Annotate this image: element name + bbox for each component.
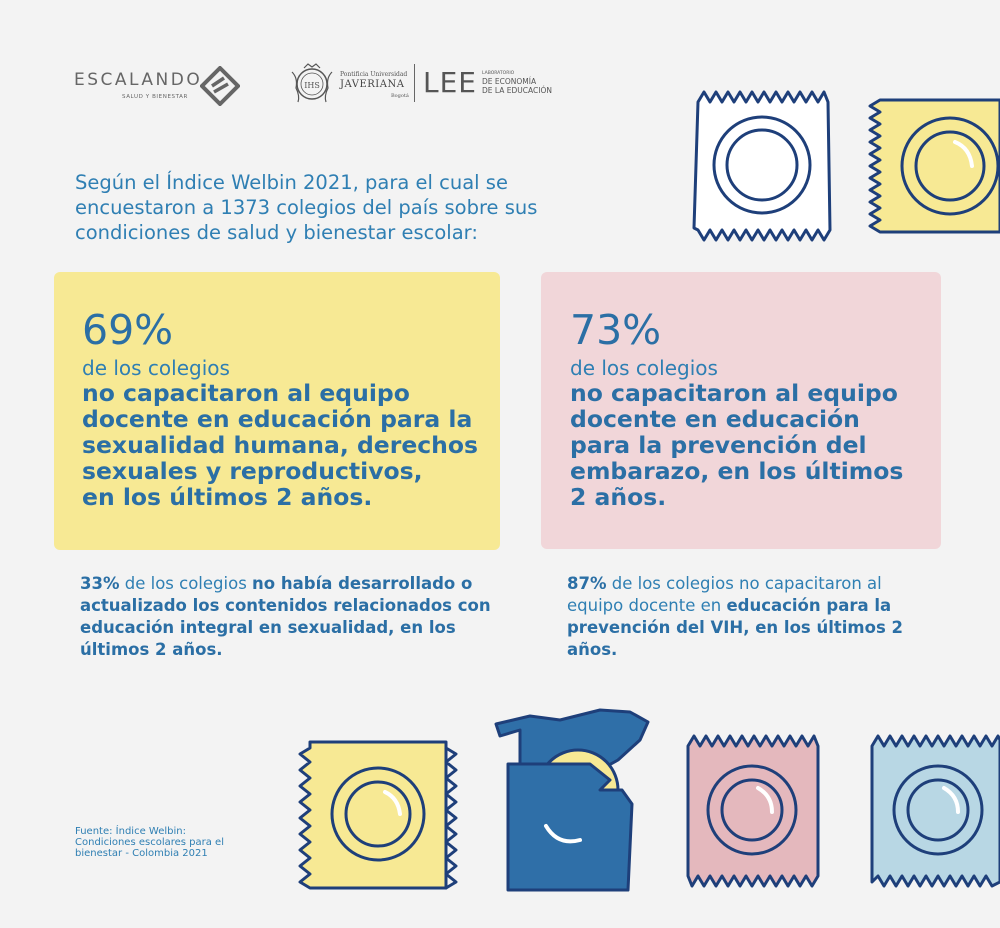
lee-line2: DE LA EDUCACIÓN [482,86,552,95]
condom-packet-open-blue-icon [494,708,650,892]
bogota-text: Bogotá [391,93,409,99]
intro-text: Según el Índice Welbin 2021, para el cua… [75,170,615,245]
note-text: de los colegios no capacitaron al equipo… [567,574,882,615]
condom-packet-pink-icon [686,734,820,888]
stat-lead: de los colegios [82,356,230,380]
stat-line: docente en educación [570,405,860,433]
intro-line: encuestaron a 1373 colegios del país sob… [75,196,538,219]
pontificia-text: Pontificia Universidad [340,71,408,78]
note-bold: no había desarrollado o actualizado los … [80,574,491,659]
source-note: Fuente: Índice Welbin: Condiciones escol… [75,826,265,859]
stat-line: 2 años. [570,483,667,511]
javeriana-lee-logo: IHS Pontificia Universidad JAVERIANA Bog… [288,62,568,106]
lee-lab-text: LABORATORIO [482,71,515,76]
intro-line: condiciones de salud y bienestar escolar… [75,221,478,244]
stat-card-73: 73% de los colegios no capacitaron al eq… [541,272,941,549]
seal-text: IHS [304,81,320,90]
stat-line: docente en educación para la [82,405,473,433]
logo-divider [414,64,415,102]
source-line: bienestar - Colombia 2021 [75,848,208,859]
note-33: 33% de los colegios no había desarrollad… [80,573,500,661]
stat-card-69: 69% de los colegios no capacitaron al eq… [54,272,500,550]
condom-packet-white-icon [692,90,832,242]
stat-percent: 73% [570,306,662,354]
condom-packet-yellow-icon [868,98,1000,234]
javeriana-seal-icon: IHS [291,63,333,103]
condom-packet-yellow-icon [298,740,458,890]
stat-description: no capacitaron al equipo docente en educ… [570,380,930,510]
note-bold: educación para la prevención del VIH, en… [567,596,903,659]
lee-line1: DE ECONOMÍA [482,77,537,86]
escalando-wordmark: ESCALANDO [74,70,203,90]
condom-packet-light-blue-icon [870,734,1000,888]
note-text: de los colegios [119,574,253,593]
javeriana-text: JAVERIANA [340,79,405,90]
note-87: 87% de los colegios no capacitaron al eq… [567,573,937,661]
note-percent: 87% [567,574,607,593]
escalando-subtitle: SALUD Y BIENESTAR [122,94,188,100]
lee-name: DE ECONOMÍA DE LA EDUCACIÓN [482,77,552,95]
stat-line: embarazo, en los últimos [570,457,904,485]
stat-description: no capacitaron al equipo docente en educ… [82,380,492,510]
stat-line: para la prevención del [570,431,867,459]
note-percent: 33% [80,574,120,593]
stat-line: en los últimos 2 años. [82,483,373,511]
stat-line: sexualidad humana, derechos [82,431,479,459]
lee-acronym: LEE [423,66,477,99]
stat-line: sexuales y reproductivos, [82,457,423,485]
escalando-diamond-icon [200,66,240,106]
source-line: Condiciones escolares para el [75,837,224,848]
stat-percent: 69% [82,306,174,354]
source-line: Fuente: Índice Welbin: [75,826,186,837]
stat-line: no capacitaron al equipo [570,379,898,407]
stat-lead: de los colegios [570,356,718,380]
intro-line: Según el Índice Welbin 2021, para el cua… [75,171,508,194]
stat-line: no capacitaron al equipo [82,379,410,407]
escalando-logo: ESCALANDO SALUD Y BIENESTAR [74,66,254,106]
